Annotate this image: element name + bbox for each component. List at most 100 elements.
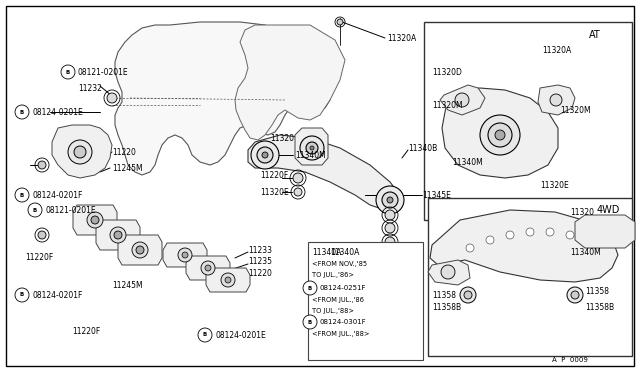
Text: 11233: 11233: [248, 246, 272, 254]
Circle shape: [28, 203, 42, 217]
Polygon shape: [428, 260, 470, 285]
Circle shape: [201, 261, 215, 275]
Circle shape: [225, 277, 231, 283]
Polygon shape: [206, 268, 250, 292]
Circle shape: [385, 210, 395, 220]
Circle shape: [441, 265, 455, 279]
Polygon shape: [235, 25, 345, 140]
Circle shape: [486, 236, 494, 244]
Text: 11320: 11320: [570, 208, 594, 217]
Polygon shape: [52, 125, 112, 178]
Circle shape: [550, 94, 562, 106]
Text: 11220: 11220: [248, 269, 272, 279]
Circle shape: [385, 250, 395, 260]
Circle shape: [182, 252, 188, 258]
Polygon shape: [163, 243, 207, 267]
Circle shape: [257, 147, 273, 163]
Text: 11220F: 11220F: [25, 253, 53, 263]
Circle shape: [114, 231, 122, 239]
Text: 11320: 11320: [270, 134, 294, 142]
Text: 4WD: 4WD: [596, 205, 620, 215]
Circle shape: [251, 141, 279, 169]
Circle shape: [382, 192, 398, 208]
Circle shape: [132, 242, 148, 258]
Text: 11320A: 11320A: [387, 33, 416, 42]
Circle shape: [87, 212, 103, 228]
Circle shape: [74, 146, 86, 158]
Circle shape: [303, 315, 317, 329]
Circle shape: [15, 188, 29, 202]
Text: 11320D: 11320D: [432, 67, 462, 77]
Polygon shape: [115, 22, 340, 175]
Text: 11220F: 11220F: [72, 327, 100, 337]
Text: 11358B: 11358B: [432, 304, 461, 312]
Text: <FROM JUL.,'88>: <FROM JUL.,'88>: [312, 331, 369, 337]
Polygon shape: [538, 85, 575, 115]
Circle shape: [534, 51, 542, 59]
Text: B: B: [20, 192, 24, 198]
Text: 08124-0201E: 08124-0201E: [32, 108, 83, 116]
Circle shape: [15, 288, 29, 302]
Circle shape: [387, 197, 393, 203]
Bar: [428, 198, 632, 356]
Text: 11235: 11235: [248, 257, 272, 266]
Text: 11320M: 11320M: [560, 106, 591, 115]
Text: B: B: [308, 320, 312, 324]
Circle shape: [300, 136, 324, 160]
Circle shape: [376, 186, 404, 214]
Circle shape: [567, 287, 583, 303]
Text: <FROM JUL.,'86: <FROM JUL.,'86: [312, 297, 364, 303]
Circle shape: [107, 93, 117, 103]
Text: 11245M: 11245M: [112, 280, 143, 289]
Circle shape: [178, 248, 192, 262]
Circle shape: [310, 146, 314, 150]
Circle shape: [15, 105, 29, 119]
Circle shape: [488, 123, 512, 147]
Text: 11358: 11358: [585, 288, 609, 296]
Circle shape: [221, 273, 235, 287]
Text: A  P  0009: A P 0009: [552, 357, 588, 363]
Text: B: B: [33, 208, 37, 212]
Text: 08121-0201E: 08121-0201E: [45, 205, 95, 215]
Polygon shape: [248, 135, 400, 210]
Text: 08121-0201E: 08121-0201E: [77, 67, 127, 77]
Circle shape: [61, 65, 75, 79]
Circle shape: [306, 142, 318, 154]
Text: 08124-0201F: 08124-0201F: [32, 190, 83, 199]
Polygon shape: [186, 256, 230, 280]
Polygon shape: [575, 215, 635, 248]
Circle shape: [466, 244, 474, 252]
Circle shape: [546, 228, 554, 236]
Text: 11340A: 11340A: [330, 247, 360, 257]
Text: 08124-0201F: 08124-0201F: [32, 291, 83, 299]
Text: 11245M: 11245M: [112, 164, 143, 173]
Bar: [424, 22, 632, 220]
Circle shape: [136, 246, 144, 254]
Circle shape: [91, 216, 99, 224]
Text: AT: AT: [589, 30, 601, 40]
Circle shape: [294, 188, 302, 196]
Text: <FROM NOV.,'85: <FROM NOV.,'85: [312, 261, 367, 267]
Text: 11340A: 11340A: [312, 247, 341, 257]
Polygon shape: [118, 235, 162, 265]
Text: 11340B: 11340B: [408, 144, 437, 153]
Text: 11220: 11220: [112, 148, 136, 157]
Circle shape: [455, 93, 469, 107]
Text: B: B: [66, 70, 70, 74]
Text: TO JUL.,'86>: TO JUL.,'86>: [312, 272, 354, 278]
Polygon shape: [442, 88, 558, 178]
Polygon shape: [295, 128, 328, 165]
Text: 11340M: 11340M: [452, 157, 483, 167]
Circle shape: [495, 130, 505, 140]
Circle shape: [571, 291, 579, 299]
Bar: [308, 242, 423, 360]
Text: 11320E: 11320E: [540, 180, 569, 189]
Circle shape: [385, 237, 395, 247]
Text: 08124-0301F: 08124-0301F: [320, 319, 367, 325]
Text: B: B: [203, 333, 207, 337]
Circle shape: [110, 227, 126, 243]
Text: 11320A: 11320A: [542, 45, 572, 55]
Polygon shape: [73, 205, 117, 235]
Text: 11232: 11232: [78, 83, 102, 93]
Text: B: B: [20, 109, 24, 115]
